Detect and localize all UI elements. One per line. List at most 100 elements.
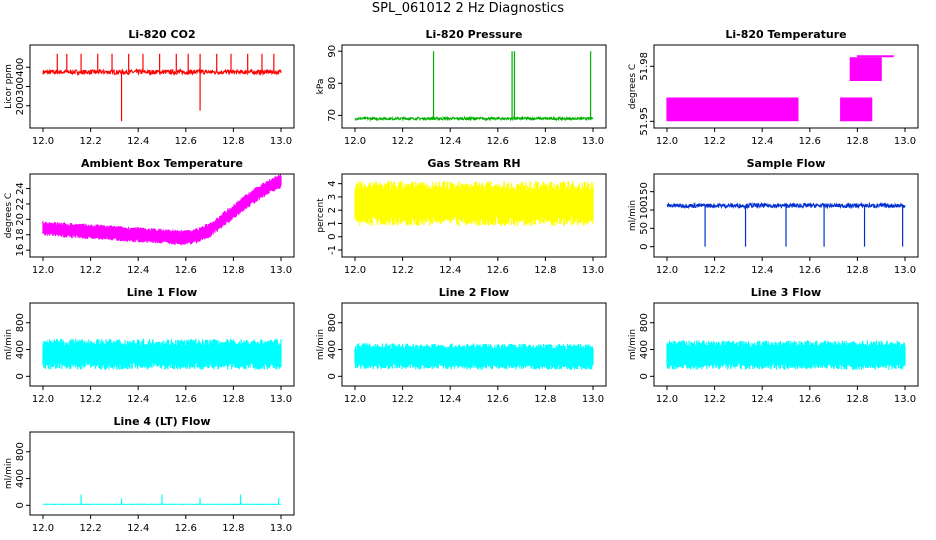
x-tick-label: 13.0 <box>582 136 604 147</box>
x-tick-label: 13.0 <box>270 265 292 276</box>
x-tick-label: 12.6 <box>799 265 821 276</box>
panel-line3: Line 3 Flow 12.0 12.2 12.4 12.6 12.8 13.0 0 400 8… <box>628 286 919 405</box>
x-tick-label: 12.4 <box>127 394 149 405</box>
y-tick-label: 400 <box>15 340 26 359</box>
x-tick-label: 12.4 <box>439 394 461 405</box>
panel-title: Line 2 Flow <box>439 286 509 299</box>
series <box>42 174 282 246</box>
series <box>666 340 906 370</box>
y-tick-label: 0 <box>15 502 26 508</box>
y-axis-label: kPa <box>316 79 326 95</box>
y-tick-label: 200 <box>15 96 26 115</box>
y-axis-label: percent <box>316 198 326 233</box>
y-tick-label: 50 <box>639 222 650 235</box>
series-band <box>840 97 873 122</box>
y-tick-label: 4 <box>327 180 338 186</box>
x-tick-label: 12.8 <box>846 394 868 405</box>
x-tick-label: 12.0 <box>32 136 54 147</box>
y-tick-label: 90 <box>327 45 338 58</box>
y-tick-label: 0 <box>327 234 338 240</box>
y-tick-label: 0 <box>639 373 650 379</box>
y-axis-label: ml/min <box>316 329 326 360</box>
plot-frame <box>29 431 295 516</box>
panel-title: Line 1 Flow <box>127 286 197 299</box>
panel-ambient: Ambient Box Temperature 12.0 12.2 12.4 12.6 1… <box>4 157 295 276</box>
y-axis-label: ml/min <box>4 329 14 360</box>
x-tick-label: 12.2 <box>703 136 725 147</box>
series-line <box>666 201 906 210</box>
series-line <box>42 67 282 77</box>
x-tick-label: 12.0 <box>344 394 366 405</box>
x-tick-label: 12.0 <box>32 523 54 534</box>
y-tick-label: 16 <box>15 244 26 257</box>
y-tick-label: 24 <box>15 182 26 195</box>
x-tick-label: 12.4 <box>751 265 773 276</box>
y-tick-label: 3 <box>327 194 338 200</box>
x-tick-label: 12.4 <box>439 265 461 276</box>
y-axis-label: ml/min <box>4 458 14 489</box>
x-tick-label: 13.0 <box>582 265 604 276</box>
x-tick-label: 12.6 <box>175 394 197 405</box>
panel-line4: Line 4 (LT) Flow 12.0 12.2 12.4 12.6 12.8 13.0… <box>4 415 295 534</box>
series <box>354 181 594 227</box>
x-tick-label: 12.8 <box>222 265 244 276</box>
y-axis-label: degrees C <box>628 64 638 109</box>
y-axis-label: ml/min <box>628 329 638 360</box>
plot-frame <box>653 44 919 129</box>
x-tick-label: 12.2 <box>391 394 413 405</box>
x-tick-label: 13.0 <box>270 523 292 534</box>
y-axis-label: degrees C <box>4 193 14 238</box>
series <box>354 51 594 122</box>
panel-title: Li-820 Temperature <box>725 28 846 41</box>
x-tick-label: 12.6 <box>487 394 509 405</box>
panel-title: Li-820 Pressure <box>426 28 523 41</box>
x-tick-label: 13.0 <box>894 265 916 276</box>
x-tick-label: 12.6 <box>799 136 821 147</box>
panel-title: Li-820 CO2 <box>128 28 195 41</box>
panel-line1: Line 1 Flow 12.0 12.2 12.4 12.6 12.8 13.0 0 400 8… <box>4 286 295 405</box>
y-axis-label: ml/min <box>628 200 638 231</box>
x-tick-label: 12.0 <box>32 394 54 405</box>
series-band <box>42 338 282 370</box>
y-tick-label: 1 <box>327 220 338 226</box>
x-tick-label: 12.0 <box>656 265 678 276</box>
y-tick-label: 400 <box>327 340 338 359</box>
y-axis-label: Licor ppm <box>4 64 14 109</box>
series-line <box>354 115 594 122</box>
x-tick-label: 12.4 <box>751 136 773 147</box>
x-tick-label: 13.0 <box>270 394 292 405</box>
x-tick-label: 12.2 <box>391 136 413 147</box>
panel-temperature: Li-820 Temperature 12.0 12.2 12.4 12.6 12.8 13… <box>628 28 919 147</box>
plot-frame <box>341 44 607 129</box>
x-tick-label: 12.0 <box>656 136 678 147</box>
x-tick-label: 12.6 <box>175 265 197 276</box>
series-band <box>354 181 594 227</box>
y-tick-label: 51.95 <box>639 107 650 136</box>
panel-title: Ambient Box Temperature <box>81 157 243 170</box>
series-band <box>849 57 882 81</box>
series-band <box>856 55 894 58</box>
x-tick-label: 12.2 <box>79 136 101 147</box>
x-tick-label: 12.2 <box>703 265 725 276</box>
x-tick-label: 12.8 <box>534 136 556 147</box>
y-tick-label: 2 <box>327 207 338 213</box>
x-tick-label: 12.0 <box>344 136 366 147</box>
y-tick-label: 400 <box>15 58 26 77</box>
y-tick-label: 70 <box>327 109 338 122</box>
series <box>666 55 894 122</box>
plot-frame <box>29 302 295 387</box>
x-tick-label: 12.2 <box>79 265 101 276</box>
plot-frame <box>29 173 295 258</box>
x-tick-label: 12.6 <box>799 394 821 405</box>
plot-frame <box>653 173 919 258</box>
x-tick-label: 12.6 <box>487 265 509 276</box>
y-tick-label: 800 <box>15 313 26 332</box>
x-tick-label: 12.8 <box>846 136 868 147</box>
panel-title: Gas Stream RH <box>427 157 520 170</box>
panel-rh: Gas Stream RH 12.0 12.2 12.4 12.6 12.8 13.0 -1 0… <box>316 157 607 276</box>
series <box>666 201 906 247</box>
panel-pressure: Li-820 Pressure 12.0 12.2 12.4 12.6 12.8 13.0 7… <box>316 28 607 147</box>
y-tick-label: 300 <box>15 77 26 96</box>
y-tick-label: 51.98 <box>639 52 650 81</box>
page-title: SPL_061012 2 Hz Diagnostics <box>371 1 565 16</box>
